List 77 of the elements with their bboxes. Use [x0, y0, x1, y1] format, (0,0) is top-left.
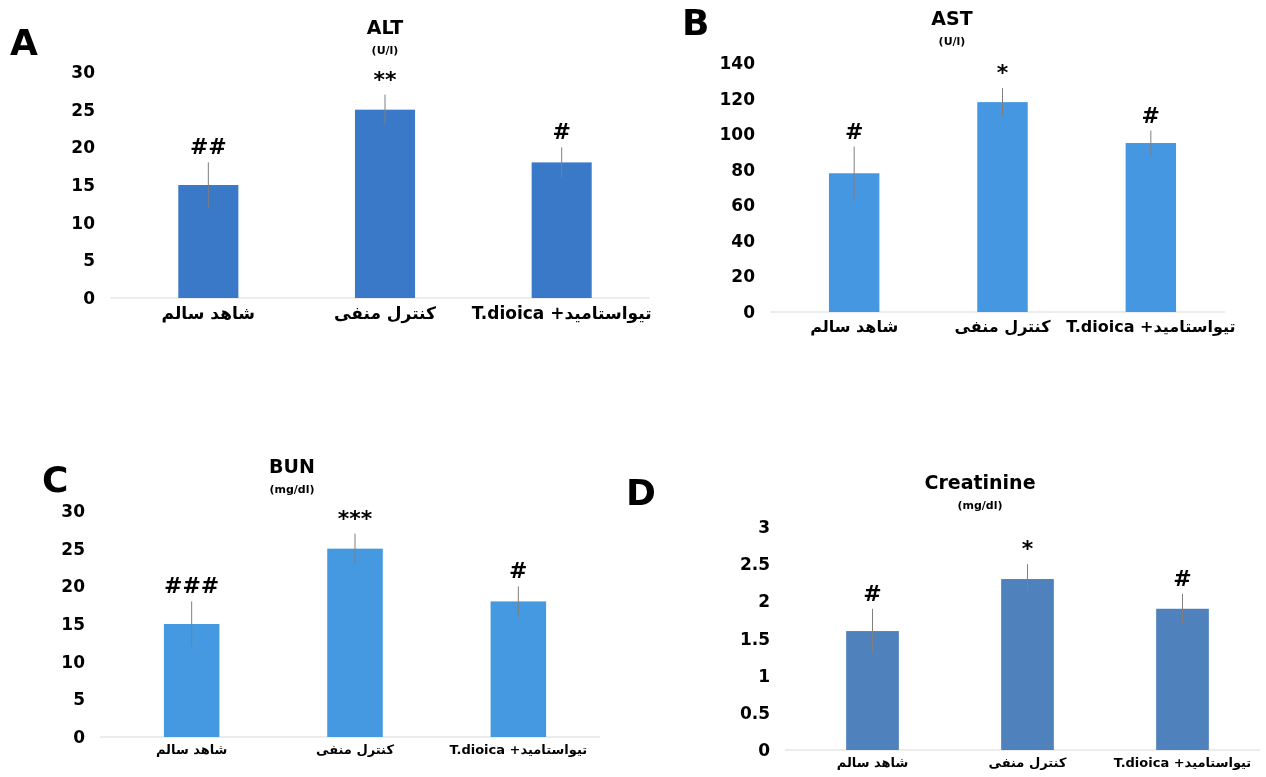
y-tick-label: 0 — [83, 288, 96, 308]
y-tick-label: 100 — [719, 124, 756, 145]
chart-subtitle: (mg/dl) — [957, 499, 1003, 512]
bar — [178, 185, 239, 298]
x-tick-label: شاهد سالم — [155, 742, 228, 757]
text: D — [626, 472, 656, 513]
text: B — [682, 2, 710, 43]
x-tick-label: کنترل منفی — [954, 317, 1052, 336]
chart-subtitle: (U/l) — [371, 44, 399, 57]
y-tick-label: 0.5 — [739, 702, 770, 723]
bar — [1156, 608, 1209, 750]
chart-subtitle: (U/l) — [938, 35, 966, 48]
y-tick-label: 15 — [61, 614, 85, 634]
x-tick-label: تیواستامید+ T.dioica — [471, 303, 652, 324]
y-tick-label: 3 — [758, 517, 770, 537]
bar — [846, 631, 899, 750]
chart-title: AST — [931, 7, 973, 29]
y-tick-label: 0 — [743, 302, 756, 322]
annotation: # — [844, 118, 864, 144]
text: C — [42, 459, 69, 500]
y-tick-label: 20 — [731, 266, 756, 287]
x-tick-label: کنترل منفی — [988, 755, 1067, 770]
annotation: # — [1141, 102, 1161, 128]
x-tick-label: تیواستامید+ T.dioica — [449, 742, 588, 757]
annotation: # — [552, 119, 571, 145]
x-tick-label: تیواستامید+ T.dioica — [1066, 317, 1236, 336]
annotation: # — [1173, 565, 1192, 591]
x-tick-label: کنترل منفی — [316, 742, 395, 757]
annotation: * — [996, 59, 1009, 85]
y-tick-label: 80 — [731, 159, 756, 180]
y-tick-label: 25 — [71, 99, 95, 120]
y-tick-label: 120 — [719, 88, 756, 109]
y-tick-label: 5 — [83, 250, 95, 271]
chart-subtitle: (mg/dl) — [269, 483, 315, 496]
annotation: *** — [337, 505, 373, 531]
y-tick-label: 10 — [71, 212, 96, 233]
x-tick-label: تیواستامید+ T.dioica — [1113, 755, 1252, 770]
y-tick-label: 20 — [61, 576, 86, 597]
y-tick-label: 1.5 — [739, 628, 770, 649]
text: A — [10, 22, 38, 63]
x-tick-label: شاهد سالم — [810, 317, 899, 336]
y-tick-label: 25 — [61, 538, 85, 559]
bar — [531, 162, 592, 298]
y-tick-label: 0 — [758, 740, 771, 760]
y-tick-label: 15 — [71, 175, 95, 195]
chart-title: Creatinine — [924, 471, 1036, 493]
annotation: # — [509, 558, 528, 584]
chart-title: BUN — [269, 455, 315, 477]
bar — [354, 109, 416, 298]
bar — [490, 601, 547, 737]
annotation: * — [1021, 536, 1034, 562]
x-tick-label: شاهد سالم — [161, 303, 256, 323]
y-tick-label: 5 — [73, 689, 85, 710]
y-tick-label: 10 — [61, 651, 86, 672]
x-tick-label: شاهد سالم — [836, 755, 909, 770]
bar — [828, 173, 880, 312]
annotation: ### — [164, 573, 220, 599]
annotation: ** — [373, 66, 397, 92]
bar — [1125, 143, 1177, 312]
chart-title: ALT — [366, 16, 404, 38]
y-tick-label: 30 — [61, 501, 86, 521]
y-tick-label: 1 — [758, 665, 770, 686]
y-tick-label: 40 — [731, 230, 756, 251]
bar — [1001, 579, 1054, 750]
y-tick-label: 2.5 — [739, 554, 770, 575]
y-tick-label: 30 — [71, 62, 96, 82]
y-tick-label: 60 — [731, 195, 756, 216]
annotation: ## — [189, 134, 227, 160]
y-tick-label: 2 — [758, 591, 770, 612]
bar — [977, 102, 1028, 312]
annotation: # — [863, 580, 882, 606]
bar — [163, 624, 220, 737]
bar — [327, 548, 383, 737]
y-tick-label: 140 — [719, 53, 756, 73]
y-tick-label: 0 — [73, 727, 86, 747]
y-tick-label: 20 — [71, 137, 96, 158]
x-tick-label: کنترل منفی — [334, 303, 437, 324]
